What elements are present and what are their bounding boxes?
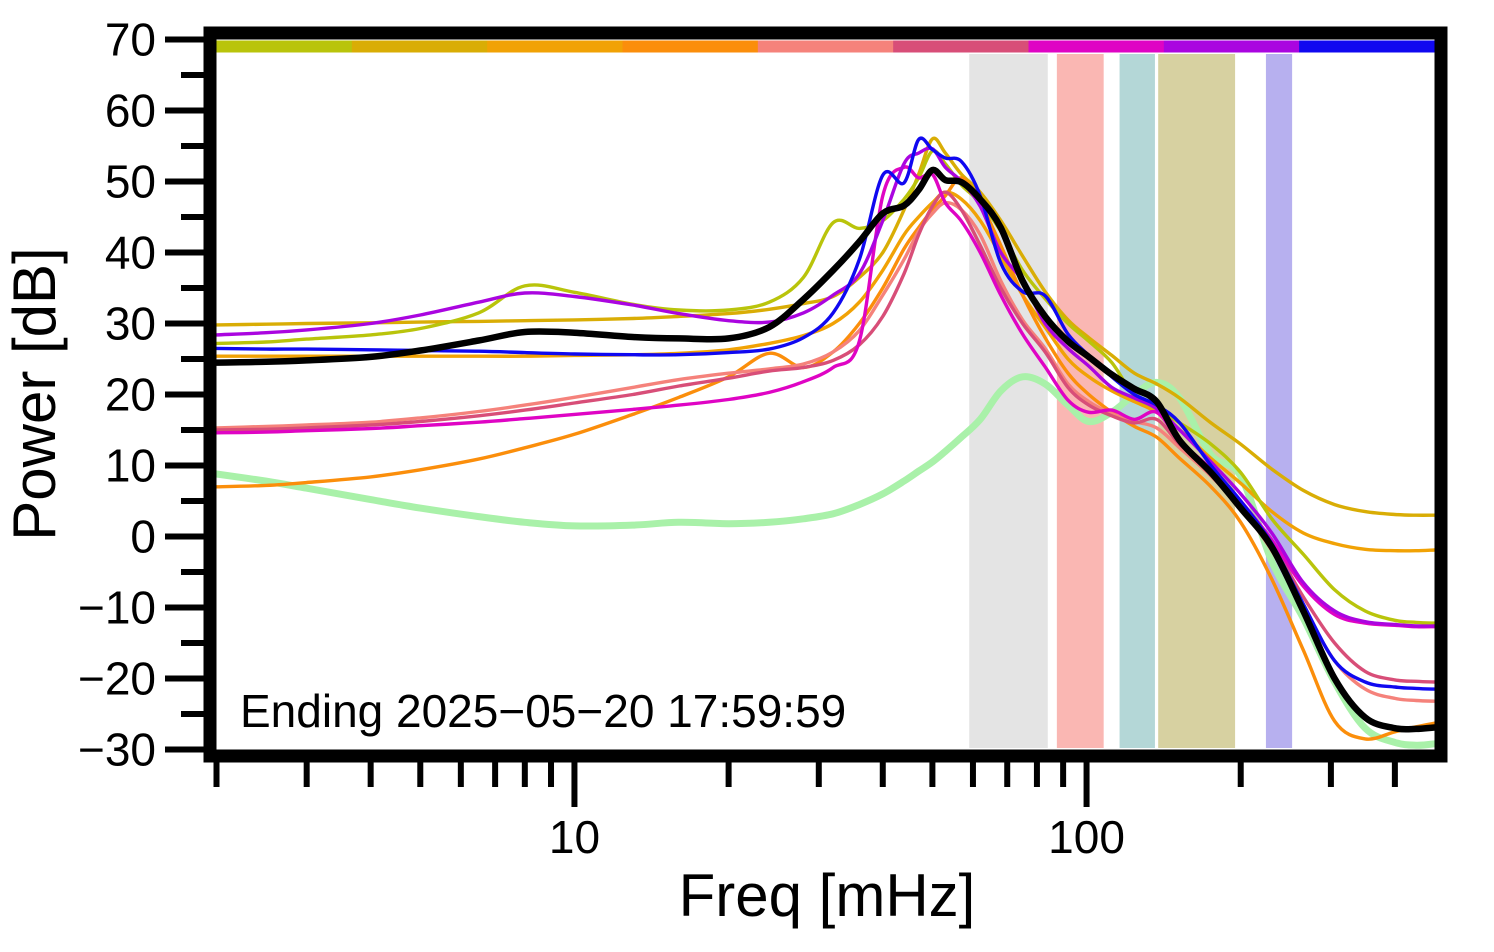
band-olive bbox=[1158, 54, 1236, 748]
axis-ticks-layer bbox=[165, 36, 1398, 807]
colorbar-segment-2 bbox=[351, 40, 488, 53]
series-orange bbox=[214, 176, 1437, 741]
colorbar-segment-9 bbox=[1299, 40, 1435, 53]
series-yellow-green bbox=[214, 148, 1437, 625]
series-rose bbox=[214, 190, 1437, 684]
x-tick-label: 10 bbox=[549, 811, 600, 863]
colorbar-segment-7 bbox=[1028, 40, 1165, 53]
y-tick-label: 20 bbox=[105, 369, 156, 421]
y-tick-label: −20 bbox=[78, 653, 156, 705]
y-tick-label: 30 bbox=[105, 298, 156, 350]
band-lavender bbox=[1265, 54, 1293, 748]
y-axis-label: Power [dB] bbox=[1, 247, 68, 540]
series-mean-black bbox=[213, 166, 1438, 733]
series-gold bbox=[214, 136, 1437, 517]
colorbar-segment-5 bbox=[757, 40, 894, 53]
y-tick-label: −30 bbox=[78, 724, 156, 776]
colorbar-segment-8 bbox=[1163, 40, 1300, 53]
y-tick-label: 40 bbox=[105, 227, 156, 279]
y-tick-label: 70 bbox=[105, 14, 156, 66]
series-purple bbox=[214, 146, 1437, 628]
colorbar-segment-6 bbox=[893, 40, 1029, 53]
y-tick-label: −10 bbox=[78, 582, 156, 634]
y-tick-label: 50 bbox=[105, 156, 156, 208]
plot-frame bbox=[203, 26, 1448, 763]
y-tick-label: 10 bbox=[105, 440, 156, 492]
date-colorbar bbox=[216, 40, 1435, 53]
band-gray bbox=[969, 54, 1048, 748]
x-axis-label: Freq [mHz] bbox=[679, 862, 976, 929]
colorbar-segment-4 bbox=[622, 40, 759, 53]
x-tick-label: 100 bbox=[1048, 811, 1125, 863]
colorbar-segment-3 bbox=[487, 40, 623, 53]
series-blue bbox=[214, 136, 1437, 691]
annotation-ending-timestamp: Ending 2025−05−20 17:59:59 bbox=[240, 685, 846, 737]
spectra-curves-layer bbox=[213, 136, 1438, 749]
colorbar-segment-1 bbox=[216, 40, 353, 53]
y-tick-label: 60 bbox=[105, 85, 156, 137]
y-tick-label: 0 bbox=[130, 511, 156, 563]
